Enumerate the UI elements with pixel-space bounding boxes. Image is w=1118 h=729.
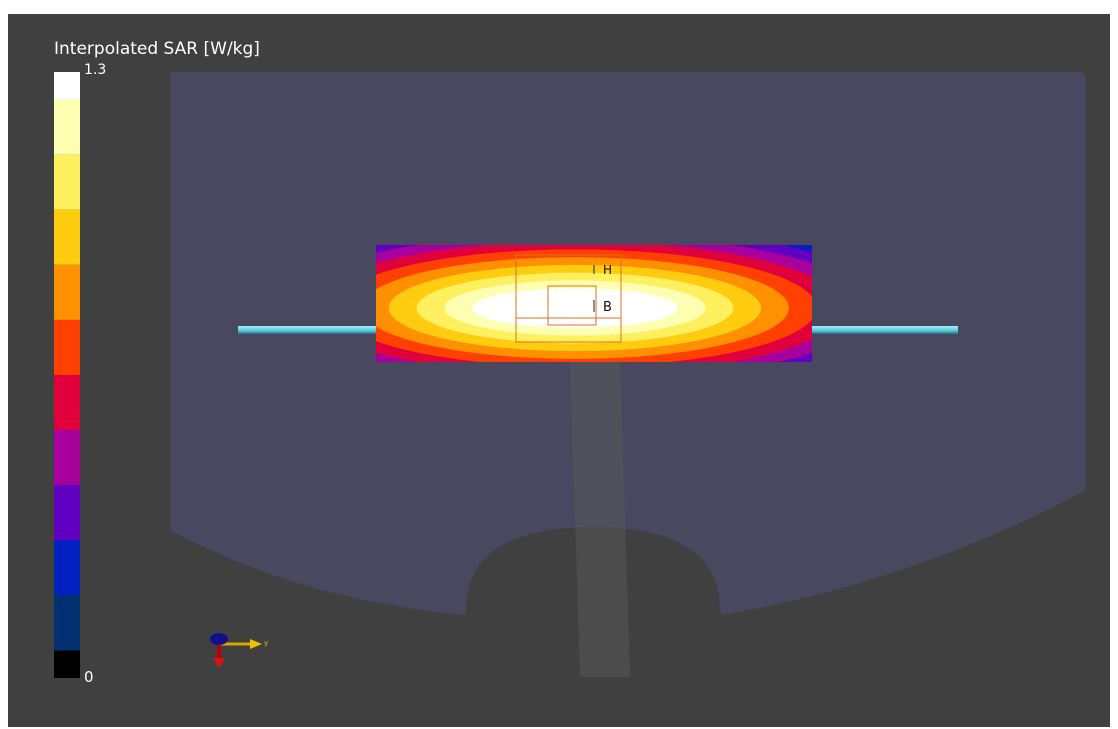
colorbar-max: 1.3 (84, 62, 106, 78)
colorbar-step (54, 375, 80, 431)
probe-box-outer (515, 254, 622, 343)
stand (570, 362, 630, 677)
colorbar-step (54, 319, 80, 375)
colorbar-step (54, 99, 80, 155)
probe-box-inner (547, 285, 597, 326)
colorbar-step (54, 485, 80, 541)
colorbar-step (54, 430, 80, 486)
field-contour (472, 288, 678, 328)
colorbar-step (54, 72, 80, 100)
label-h: H (603, 263, 612, 277)
colorbar-step (54, 264, 80, 320)
colorbar-step (54, 650, 80, 678)
colorbar-step (54, 209, 80, 265)
colorbar-step (54, 595, 80, 651)
colorbar-min: 0 (84, 668, 94, 686)
sar-field (376, 245, 812, 362)
colorbar-step (54, 154, 80, 210)
axes-triad: y (210, 633, 268, 668)
axis-y-label: y (264, 639, 268, 647)
colorbar-title: Interpolated SAR [W/kg] (54, 39, 260, 59)
label-b: B (603, 300, 612, 315)
colorbar-step (54, 540, 80, 596)
colorbar (54, 72, 80, 678)
